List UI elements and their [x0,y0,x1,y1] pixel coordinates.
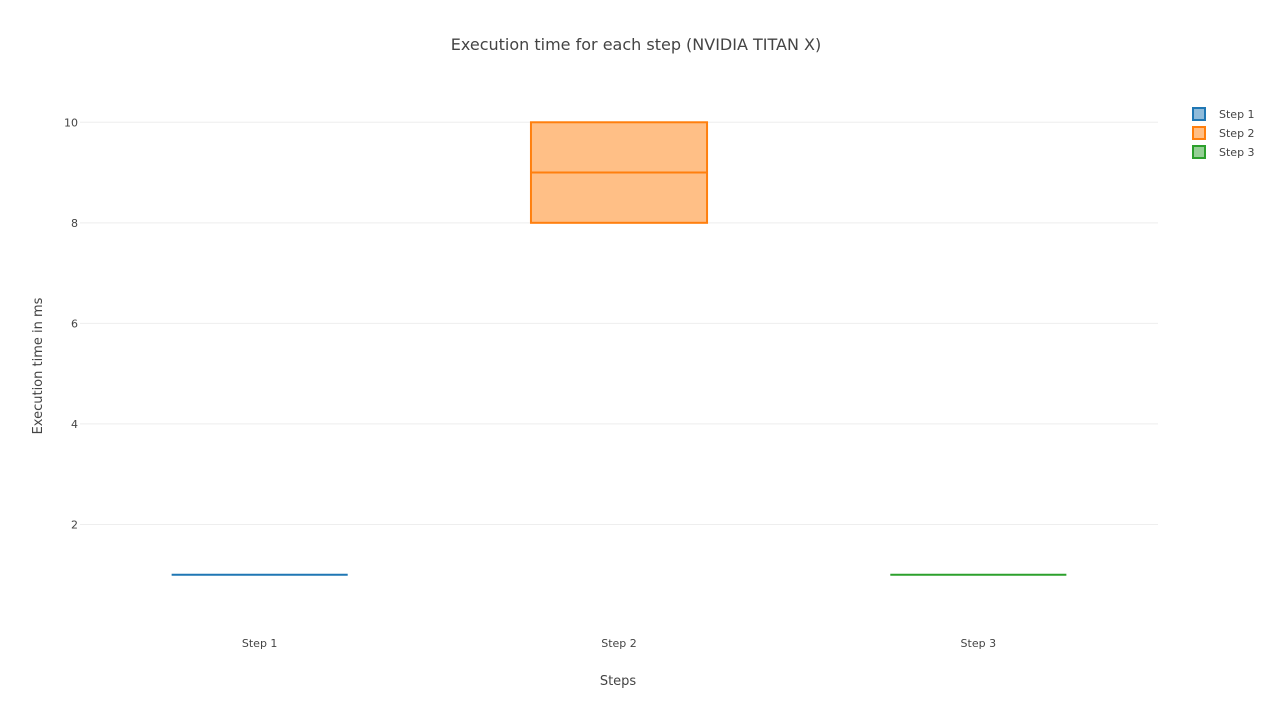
y-tick-label: 4 [71,418,78,431]
legend-swatch [1192,107,1206,121]
chart-title: Execution time for each step (NVIDIA TIT… [451,35,821,54]
legend-item[interactable]: Step 1 [1192,107,1255,121]
y-tick-label: 8 [71,217,78,230]
y-tick-label: 6 [71,317,78,330]
legend-swatch [1192,145,1206,159]
y-tick-label: 10 [64,116,78,129]
x-tick-label: Step 2 [601,637,637,650]
x-tick-labels: Step 1 Step 2 Step 3 [242,637,996,650]
legend-label: Step 2 [1219,127,1255,140]
box-plots [171,121,1067,576]
legend-swatch [1192,126,1206,140]
y-tick-labels: 2 4 6 8 10 [64,116,78,531]
y-axis-title: Execution time in ms [31,297,46,434]
y-tick-label: 2 [71,518,78,531]
legend-item[interactable]: Step 2 [1192,126,1255,140]
x-tick-label: Step 3 [961,637,997,650]
legend: Step 1 Step 2 Step 3 [1192,107,1255,159]
x-tick-label: Step 1 [242,637,278,650]
box-2 [529,121,709,224]
legend-item[interactable]: Step 3 [1192,145,1255,159]
legend-label: Step 1 [1219,108,1255,121]
legend-label: Step 3 [1219,146,1255,159]
x-axis-title: Steps [600,674,637,689]
